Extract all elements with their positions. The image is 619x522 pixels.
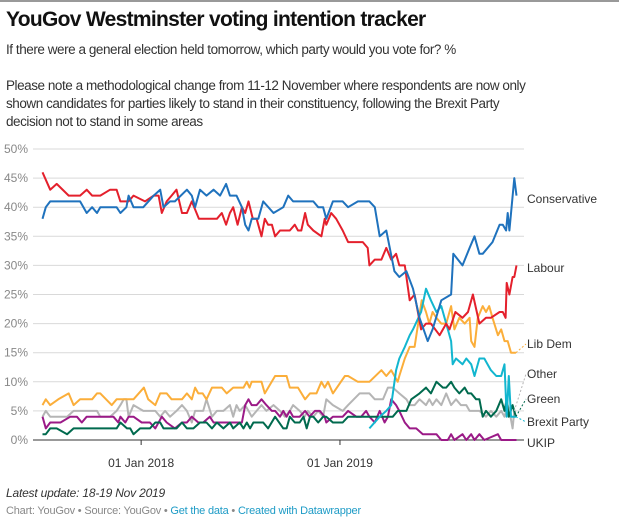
series-labels: Conservative Labour Lib Dem Other Green Brexi… bbox=[513, 192, 597, 450]
label-connector bbox=[515, 416, 527, 423]
label-connector bbox=[515, 343, 527, 354]
series-label-other: Other bbox=[527, 367, 557, 381]
get-the-data-link[interactable]: Get the data bbox=[170, 505, 229, 517]
separator: • bbox=[74, 505, 85, 517]
separator: • bbox=[228, 505, 238, 517]
y-tick-label: 45% bbox=[4, 171, 28, 185]
label-connector bbox=[513, 373, 527, 412]
y-tick-label: 20% bbox=[4, 317, 28, 331]
x-axis: 01 Jan 2018 01 Jan 2019 bbox=[108, 440, 373, 470]
y-tick-label: 10% bbox=[4, 375, 28, 389]
y-tick-label: 5% bbox=[11, 404, 29, 418]
line-chart: 0% 5% 10% 15% 20% 25% 30% 35% 40% 45% 50% 01 Jan 2… bbox=[4, 142, 597, 470]
created-with-datawrapper-link[interactable]: Created with Datawrapper bbox=[237, 505, 361, 517]
y-tick-label: 30% bbox=[4, 258, 28, 272]
series-label-labour: Labour bbox=[527, 261, 564, 275]
y-tick-label: 50% bbox=[4, 142, 28, 156]
series-line-ukip bbox=[41, 398, 517, 441]
series-label-green: Green bbox=[527, 392, 560, 406]
latest-update: Latest update: 18-19 Nov 2019 bbox=[6, 486, 165, 500]
series-lines bbox=[41, 171, 518, 441]
series-line-conservative bbox=[41, 177, 518, 343]
series-line-brexit-party bbox=[368, 287, 516, 430]
series-line-green bbox=[42, 380, 517, 436]
chart-title: YouGov Westminster voting intention trac… bbox=[6, 8, 426, 31]
x-tick-label: 01 Jan 2018 bbox=[108, 456, 174, 470]
chart-subtitle: If there were a general election held to… bbox=[6, 42, 456, 57]
series-label-brexit-party: Brexit Party bbox=[527, 415, 589, 429]
y-tick-label: 25% bbox=[4, 288, 28, 302]
y-tick-label: 40% bbox=[4, 200, 28, 214]
source-credit: Source: YouGov bbox=[84, 505, 162, 517]
y-tick-label: 35% bbox=[4, 229, 28, 243]
series-line-lib-dem bbox=[41, 299, 516, 407]
separator: • bbox=[161, 505, 171, 517]
source-line: Chart: YouGov • Source: YouGov • Get the… bbox=[6, 505, 361, 517]
series-label-lib-dem: Lib Dem bbox=[527, 337, 572, 351]
x-tick-label: 01 Jan 2019 bbox=[307, 456, 373, 470]
y-tick-label: 0% bbox=[11, 433, 29, 447]
series-line-other bbox=[41, 386, 516, 430]
top-border bbox=[0, 0, 619, 2]
y-tick-label: 15% bbox=[4, 346, 28, 360]
series-label-ukip: UKIP bbox=[527, 436, 555, 450]
methodology-note: Please note a methodological change from… bbox=[6, 78, 526, 129]
series-label-conservative: Conservative bbox=[527, 192, 597, 206]
label-connector bbox=[515, 398, 527, 417]
series-line-labour bbox=[41, 171, 518, 337]
chart-credit: Chart: YouGov bbox=[6, 505, 75, 517]
y-axis-ticks: 0% 5% 10% 15% 20% 25% 30% 35% 40% 45% 50% bbox=[4, 142, 28, 447]
